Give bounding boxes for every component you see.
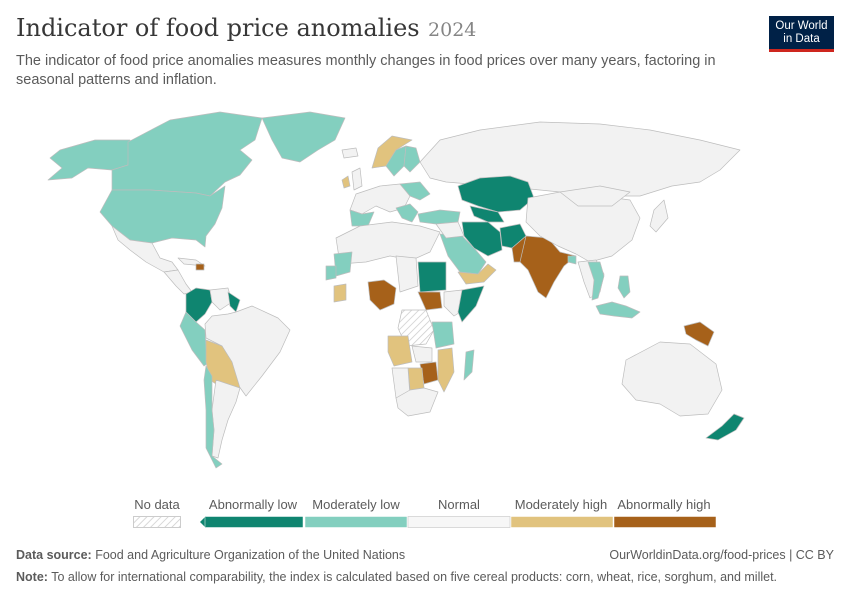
country-kazakhstan[interactable] — [457, 175, 535, 213]
country-south-africa[interactable] — [395, 387, 439, 417]
country-central-america[interactable] — [163, 269, 193, 295]
footer-source: Data source: Food and Agriculture Organi… — [16, 548, 405, 562]
country-saudi-arabia[interactable] — [439, 233, 487, 275]
country-sudan[interactable] — [417, 261, 447, 293]
country-india[interactable] — [519, 235, 577, 299]
chart-title: Indicator of food price anomalies — [16, 14, 420, 42]
legend-swatch-moderately-low[interactable] — [304, 516, 408, 528]
country-turkey[interactable] — [417, 209, 461, 225]
country-north-africa[interactable] — [335, 221, 441, 265]
source-text[interactable]: Food and Agriculture Organization of the… — [95, 548, 406, 562]
country-canada[interactable] — [111, 111, 263, 197]
world-map[interactable] — [0, 108, 850, 488]
country-ireland[interactable] — [341, 175, 351, 189]
country-bangladesh[interactable] — [567, 255, 577, 265]
note-text: To allow for international comparability… — [51, 570, 778, 584]
country-madagascar[interactable] — [463, 349, 475, 381]
chart-subtitle: The indicator of food price anomalies me… — [16, 53, 716, 88]
country-burkina-faso[interactable] — [333, 283, 347, 303]
legend-label-no-data: No data — [134, 497, 180, 512]
legend-label-abnormally-low: Abnormally low — [208, 497, 298, 512]
legend-swatch-no-data[interactable] — [133, 516, 181, 528]
note-label: Note: — [16, 570, 48, 584]
legend-swatch-normal[interactable] — [407, 516, 511, 528]
country-venezuela[interactable] — [209, 287, 233, 311]
logo-line-2: in Data — [783, 33, 820, 45]
country-iraq-syria[interactable] — [435, 221, 465, 239]
legend-swatch-moderately-high[interactable] — [510, 516, 614, 528]
country-balkans[interactable] — [395, 203, 419, 223]
legend-label-normal: Normal — [438, 497, 480, 512]
logo-line-1: Our World — [775, 20, 828, 32]
country-angola[interactable] — [387, 335, 413, 367]
legend-label-abnormally-high: Abnormally high — [617, 497, 711, 512]
legend-swatch-abnormally-low[interactable] — [204, 516, 304, 528]
country-greenland[interactable] — [261, 111, 346, 163]
country-botswana[interactable] — [407, 367, 425, 391]
country-nigeria[interactable] — [367, 279, 397, 311]
country-zambia[interactable] — [411, 345, 433, 363]
chart-header: Indicator of food price anomalies 2024 — [16, 14, 756, 42]
country-philippines[interactable] — [617, 275, 631, 299]
legend-label-moderately-high: Moderately high — [514, 497, 608, 512]
country-eastern-europe[interactable] — [399, 181, 431, 201]
legend-swatch-abnormally-high[interactable] — [613, 516, 717, 528]
legend-label-moderately-low: Moderately low — [312, 497, 400, 512]
map-legend: No data Abnormally low Moderately low No… — [0, 492, 850, 532]
legend-color-bar — [200, 516, 717, 528]
footer-url[interactable]: OurWorldinData.org/food-prices | CC BY — [609, 548, 834, 562]
country-senegal[interactable] — [325, 265, 337, 281]
country-yemen[interactable] — [457, 263, 497, 285]
country-haiti[interactable] — [195, 263, 205, 271]
country-mongolia[interactable] — [559, 185, 631, 207]
country-guyana[interactable] — [227, 291, 241, 313]
country-iceland[interactable] — [341, 147, 359, 159]
country-thailand[interactable] — [587, 261, 605, 301]
country-chad[interactable] — [395, 255, 419, 293]
legend-arrow-low — [200, 516, 206, 528]
country-japan[interactable] — [649, 199, 669, 233]
source-label: Data source: — [16, 548, 92, 562]
country-south-sudan[interactable] — [417, 291, 443, 311]
country-papua-new-guinea[interactable] — [683, 321, 715, 347]
country-finland[interactable] — [403, 145, 421, 173]
country-mali[interactable] — [333, 251, 353, 277]
country-indonesia[interactable] — [595, 301, 641, 319]
country-alaska[interactable] — [47, 139, 131, 181]
country-uzbekistan[interactable] — [469, 205, 505, 223]
country-chile[interactable] — [203, 365, 223, 469]
country-australia[interactable] — [621, 341, 723, 417]
footer-note: Note: To allow for international compara… — [16, 570, 777, 584]
chart-year[interactable]: 2024 — [428, 19, 477, 41]
country-somalia[interactable] — [457, 285, 485, 323]
country-argentina[interactable] — [211, 379, 241, 459]
country-iran[interactable] — [461, 221, 503, 257]
owid-logo[interactable]: Our World in Data — [769, 16, 834, 52]
country-spain[interactable] — [349, 209, 375, 227]
country-new-zealand[interactable] — [705, 413, 745, 441]
country-united-kingdom[interactable] — [351, 167, 363, 191]
country-mozambique[interactable] — [437, 347, 455, 393]
country-tanzania[interactable] — [431, 321, 455, 349]
